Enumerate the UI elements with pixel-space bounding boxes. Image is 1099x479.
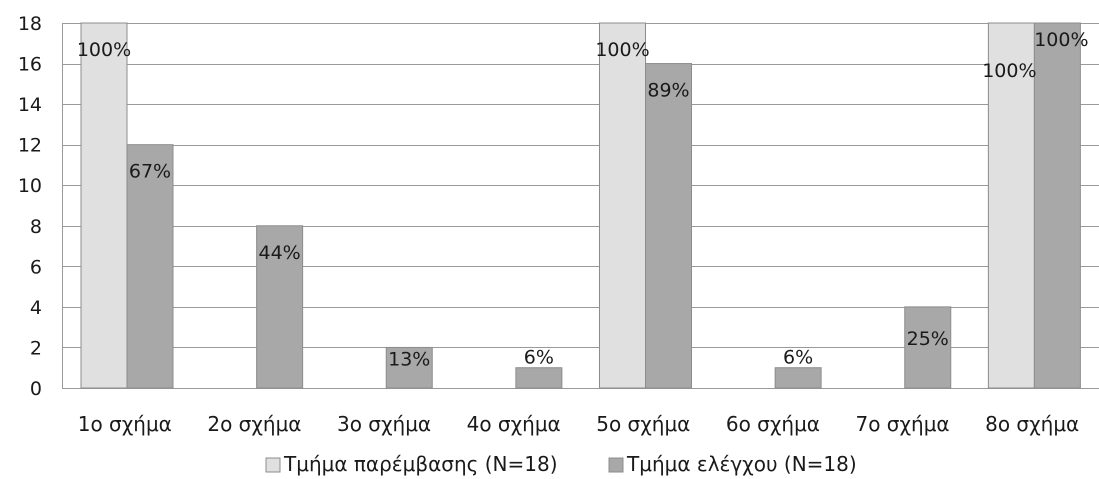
y-tick-label-14: 14 [18, 94, 42, 116]
category-label-3: 3ο σχήμα [337, 412, 431, 436]
y-tick-label-10: 10 [18, 175, 42, 197]
category-label-5: 5ο σχήμα [596, 412, 690, 436]
y-tick-label-0: 0 [30, 378, 42, 400]
y-tick-label-8: 8 [30, 216, 42, 238]
category-label-1: 1ο σχήμα [78, 412, 172, 436]
bar-control-3 [385, 346, 433, 389]
bars [80, 22, 1081, 389]
gridlines [62, 23, 1099, 389]
category-label-4: 4ο σχήμα [467, 412, 561, 436]
category-label-7: 7ο σχήμα [855, 412, 949, 436]
y-tick-label-16: 16 [18, 54, 42, 76]
category-label-6: 6ο σχήμα [726, 412, 820, 436]
data-label-control-3: 13% [388, 348, 430, 370]
bar-control-2 [256, 225, 304, 389]
y-tick-label-4: 4 [30, 297, 42, 319]
y-tick-label-18: 18 [18, 13, 42, 35]
data-label-intervention-8: 100% [982, 60, 1036, 82]
category-label-2: 2ο σχήμα [207, 412, 301, 436]
bar-control-5 [645, 63, 692, 389]
data-label-intervention-5: 100% [595, 39, 649, 61]
bar-control-4 [515, 367, 563, 389]
bar-control-8 [1033, 22, 1081, 389]
y-tick-label-2: 2 [30, 337, 42, 359]
data-label-control-8: 100% [1034, 29, 1088, 51]
data-label-control-5: 89% [647, 80, 689, 102]
bar-intervention-8 [987, 22, 1035, 389]
legend: Τμήμα παρέμβασης (N=18) Τμήμα ελέγχου (N… [265, 452, 857, 476]
legend-label-control: Τμήμα ελέγχου (N=18) [626, 452, 857, 476]
bar-control-7 [904, 306, 952, 389]
x-axis-categories: 1ο σχήμα 2ο σχήμα 3ο σχήμα 4ο σχήμα 5ο σχήμα… [78, 412, 1080, 436]
data-labels: 100% 67% 44% 13% 6% 100% 89% 6% 25% 100% 100% [77, 29, 1089, 370]
legend-swatch-intervention [265, 457, 281, 473]
data-label-control-6: 6% [783, 347, 813, 369]
data-label-intervention-1: 100% [77, 39, 131, 61]
bar-control-6 [774, 367, 822, 389]
y-tick-label-6: 6 [30, 256, 42, 278]
category-label-8: 8ο σχήμα [985, 412, 1079, 436]
y-axis-ticks: 0 2 4 6 8 10 12 14 16 18 [18, 13, 42, 400]
y-tick-label-12: 12 [18, 135, 42, 157]
data-label-control-1: 67% [129, 161, 171, 183]
bar-control-1 [126, 144, 174, 389]
data-label-control-2: 44% [259, 242, 301, 264]
legend-label-intervention: Τμήμα παρέμβασης (N=18) [283, 452, 558, 476]
bar-intervention-1 [80, 22, 128, 389]
legend-swatch-control [608, 457, 624, 473]
bar-intervention-5 [599, 22, 646, 389]
data-label-control-4: 6% [524, 347, 554, 369]
data-label-control-7: 25% [907, 328, 949, 350]
